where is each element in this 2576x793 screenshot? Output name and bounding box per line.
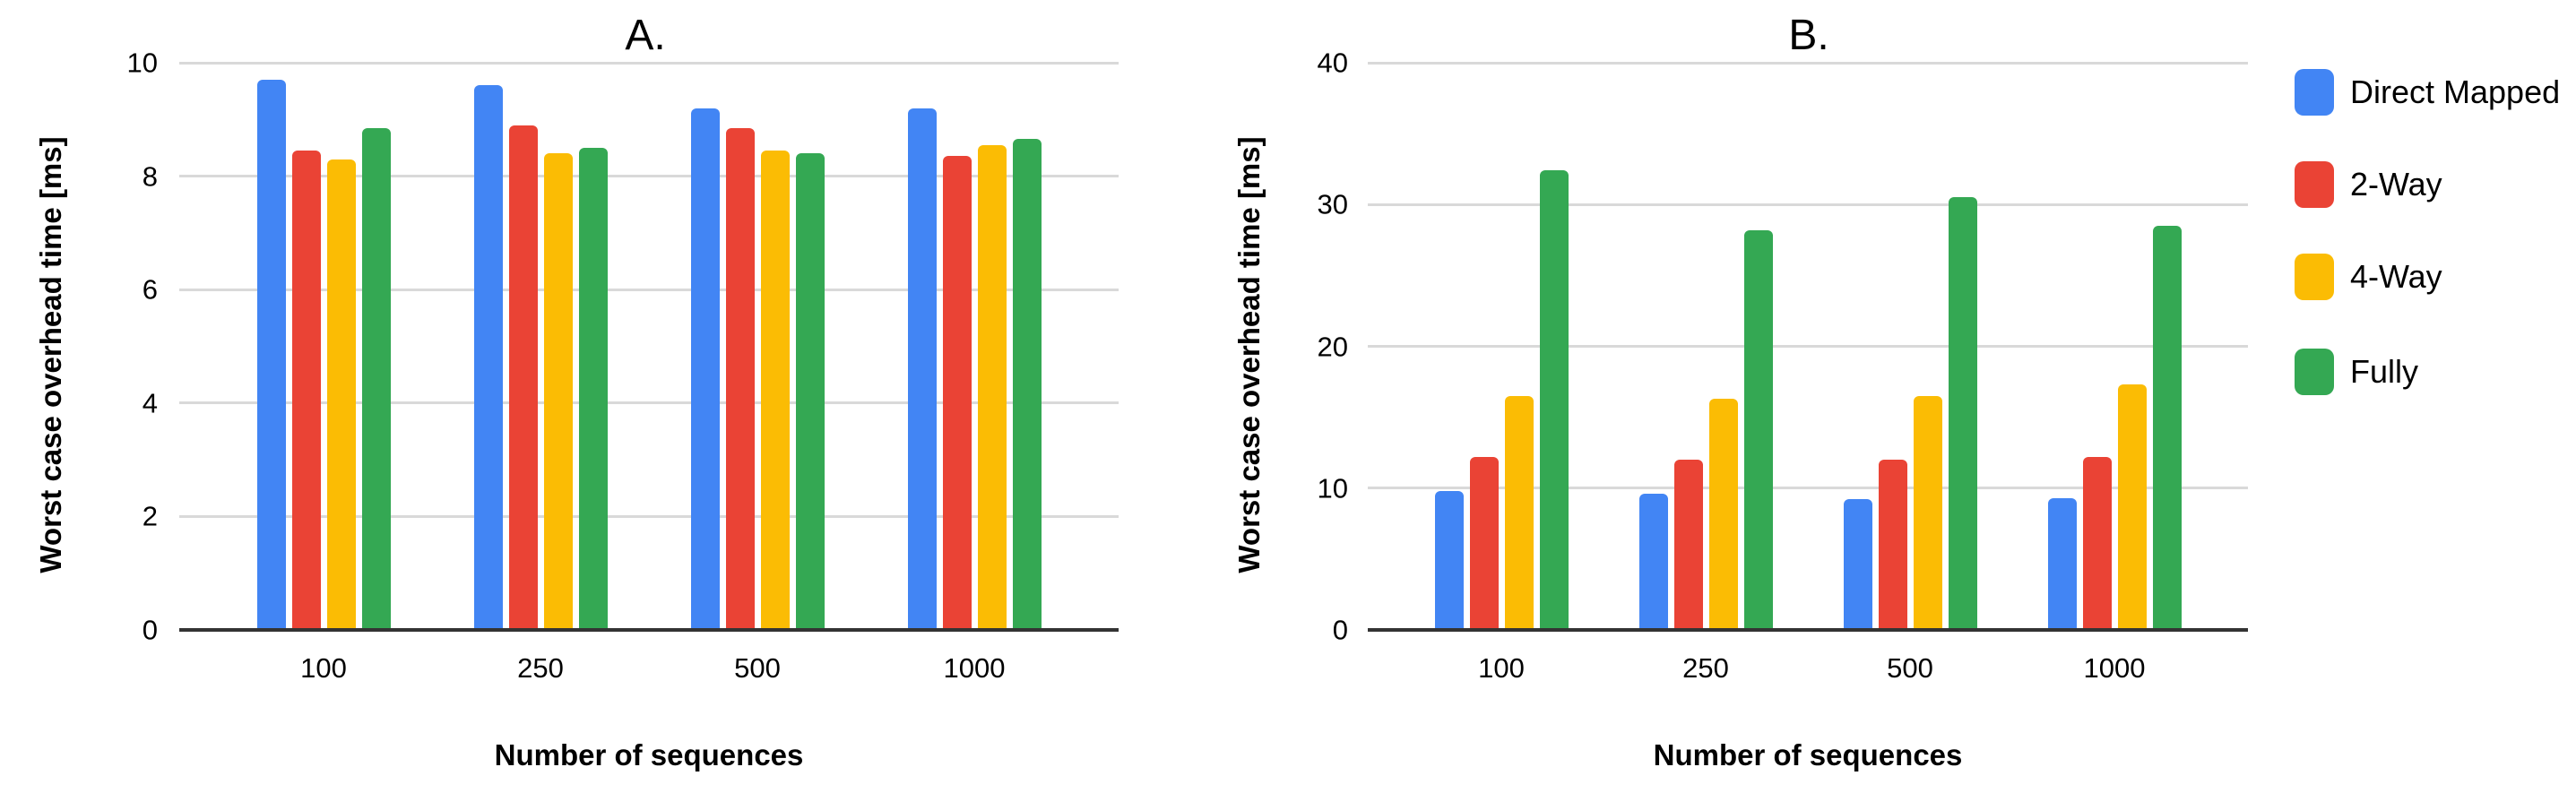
legend-label: 2-Way: [2350, 166, 2442, 203]
y-tick-label: 0: [1332, 614, 1348, 646]
bar-4-way-100: [326, 159, 356, 630]
bar-2-way-1000: [2082, 456, 2112, 630]
bar-direct-mapped-1000: [907, 108, 937, 630]
gridline: [179, 401, 1119, 405]
x-tick-label: 500: [1887, 652, 1933, 684]
gridline: [1368, 345, 2248, 348]
bar-direct-mapped-100: [1434, 490, 1464, 630]
bar-4-way-1000: [2117, 384, 2147, 630]
bar-direct-mapped-500: [690, 108, 720, 630]
y-tick-label: 8: [142, 160, 158, 193]
bar-2-way-250: [508, 125, 538, 630]
x-tick-label: 250: [517, 652, 564, 684]
bar-4-way-250: [1708, 399, 1738, 630]
bar-4-way-1000: [977, 144, 1007, 630]
bar-fully-500: [795, 153, 825, 630]
panel-a-y-axis-title: Worst case overhead time [ms]: [34, 136, 67, 573]
panel-a-title: A.: [625, 12, 666, 59]
y-tick-label: 10: [1317, 472, 1348, 504]
legend-swatch-fully: [2295, 349, 2334, 395]
y-tick-label: 40: [1317, 47, 1348, 79]
y-tick-label: 20: [1317, 331, 1348, 362]
gridline: [179, 175, 1119, 178]
panel-b-title: B.: [1788, 12, 1829, 59]
x-tick-label: 500: [734, 652, 781, 684]
bar-4-way-500: [760, 151, 790, 630]
legend-item: 4-Way: [2295, 254, 2442, 300]
y-tick-label: 6: [142, 273, 158, 306]
x-axis-line: [1368, 628, 2248, 632]
gridline: [179, 61, 1119, 65]
bar-direct-mapped-250: [1638, 494, 1668, 630]
bar-fully-100: [1539, 170, 1569, 630]
bar-fully-250: [578, 147, 608, 630]
bar-direct-mapped-100: [256, 79, 286, 630]
y-tick-label: 10: [126, 47, 158, 79]
bar-2-way-100: [291, 151, 321, 630]
gridline: [1368, 203, 2248, 206]
bar-fully-500: [1948, 197, 1977, 630]
y-tick-label: 0: [142, 614, 158, 646]
legend-label: Direct Mapped: [2350, 73, 2561, 110]
x-tick-label: 1000: [943, 652, 1006, 684]
legend-label: 4-Way: [2350, 258, 2442, 295]
bar-4-way-100: [1504, 395, 1534, 630]
bar-fully-100: [361, 127, 391, 630]
legend-swatch-2-way: [2295, 161, 2334, 208]
panel-b-x-axis-title: Number of sequences: [1653, 738, 1963, 771]
legend-swatch-4-way: [2295, 254, 2334, 300]
bar-2-way-500: [1878, 460, 1907, 630]
bar-2-way-500: [725, 127, 755, 630]
bar-fully-1000: [2152, 225, 2182, 630]
bar-2-way-1000: [942, 156, 972, 630]
panel-a-x-axis-title: Number of sequences: [494, 738, 804, 771]
bar-4-way-500: [1913, 395, 1942, 630]
bar-direct-mapped-250: [473, 85, 503, 630]
legend-swatch-direct-mapped: [2295, 69, 2334, 116]
legend-label: Fully: [2350, 353, 2419, 390]
y-tick-label: 2: [142, 500, 158, 532]
x-tick-label: 100: [300, 652, 347, 684]
x-tick-label: 100: [1478, 652, 1525, 684]
bar-direct-mapped-500: [1843, 499, 1872, 630]
legend-item: 2-Way: [2295, 161, 2442, 208]
bar-direct-mapped-1000: [2047, 497, 2077, 630]
gridline: [1368, 487, 2248, 490]
y-tick-label: 4: [142, 387, 158, 419]
gridline: [179, 288, 1119, 291]
bar-2-way-250: [1673, 460, 1703, 630]
gridline: [179, 514, 1119, 518]
legend-item: Direct Mapped: [2295, 69, 2560, 116]
x-axis-line: [179, 628, 1119, 632]
gridline: [1368, 61, 2248, 65]
legend-item: Fully: [2295, 349, 2418, 395]
bar-fully-250: [1743, 229, 1773, 630]
panel-b-y-axis-title: Worst case overhead time [ms]: [1232, 136, 1266, 573]
y-tick-label: 30: [1317, 188, 1348, 220]
bar-2-way-100: [1469, 456, 1499, 630]
bar-fully-1000: [1012, 139, 1042, 630]
x-tick-label: 250: [1682, 652, 1729, 684]
x-tick-label: 1000: [2083, 652, 2146, 684]
bar-4-way-250: [543, 153, 573, 630]
